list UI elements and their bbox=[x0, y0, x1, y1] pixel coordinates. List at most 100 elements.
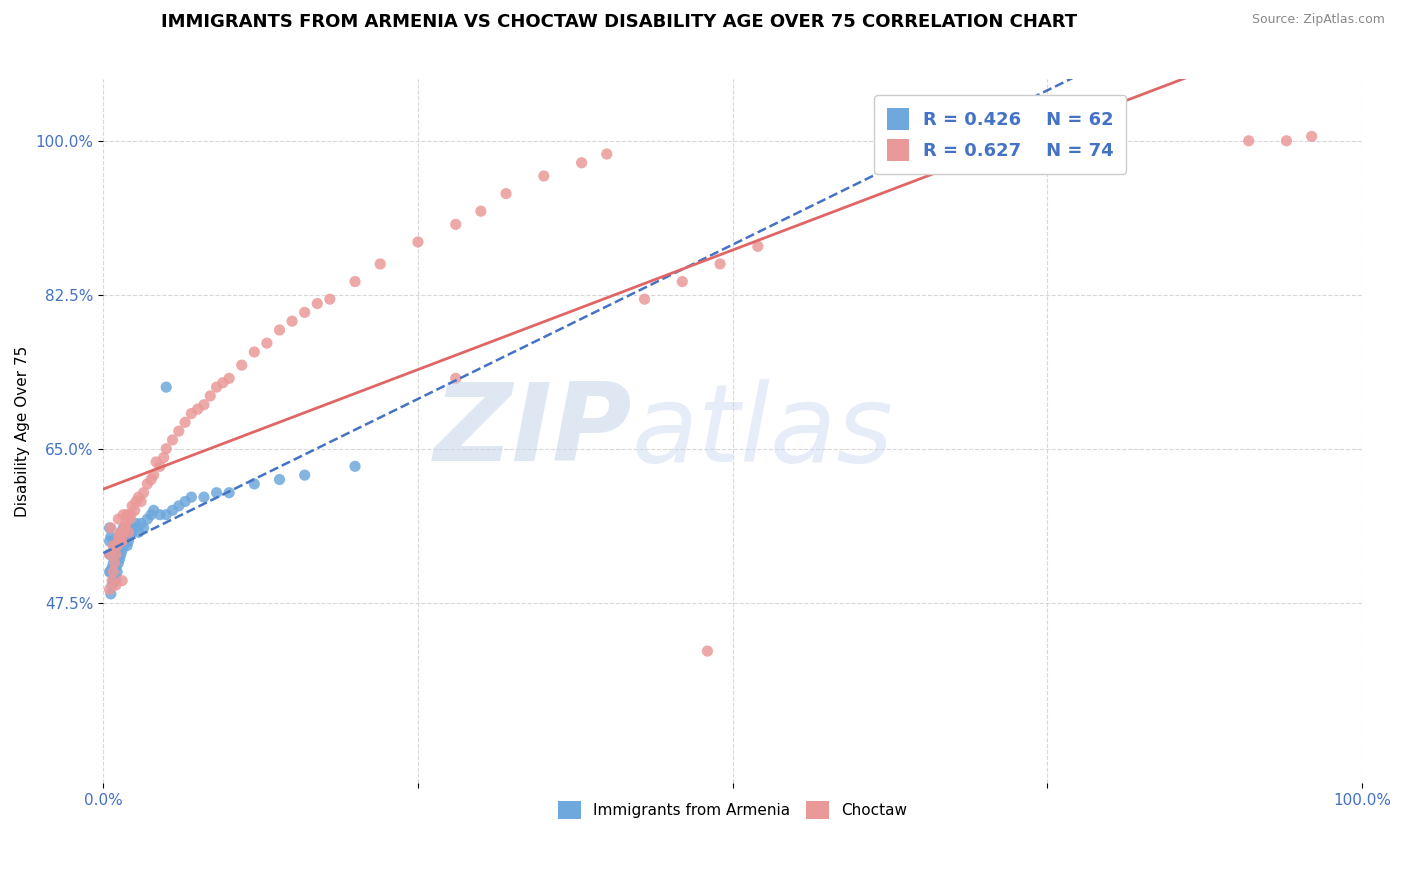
Point bbox=[128, 490, 150, 504]
Point bbox=[114, 534, 136, 549]
Point bbox=[180, 490, 202, 504]
Point bbox=[111, 525, 134, 540]
Point bbox=[117, 525, 139, 540]
Point bbox=[110, 525, 132, 540]
Point bbox=[155, 508, 177, 522]
Point bbox=[269, 473, 291, 487]
Point bbox=[139, 473, 162, 487]
Point bbox=[124, 503, 146, 517]
Point bbox=[167, 424, 190, 438]
Point bbox=[120, 508, 142, 522]
Point bbox=[104, 578, 127, 592]
Point bbox=[111, 542, 134, 557]
Point bbox=[294, 468, 316, 483]
Point bbox=[98, 521, 121, 535]
Point bbox=[115, 508, 138, 522]
Point bbox=[145, 455, 167, 469]
Point bbox=[120, 521, 142, 535]
Point bbox=[117, 508, 139, 522]
Point bbox=[205, 380, 228, 394]
Point bbox=[108, 534, 131, 549]
Point bbox=[104, 547, 127, 561]
Point bbox=[111, 534, 134, 549]
Point bbox=[124, 521, 146, 535]
Point bbox=[709, 257, 731, 271]
Point bbox=[269, 323, 291, 337]
Point bbox=[100, 587, 122, 601]
Point bbox=[107, 512, 129, 526]
Point bbox=[114, 521, 136, 535]
Point bbox=[105, 565, 128, 579]
Point bbox=[117, 534, 139, 549]
Point bbox=[115, 539, 138, 553]
Point bbox=[104, 532, 127, 546]
Point bbox=[115, 530, 138, 544]
Point bbox=[444, 371, 467, 385]
Point bbox=[167, 499, 190, 513]
Point bbox=[319, 292, 342, 306]
Point bbox=[1237, 134, 1260, 148]
Point bbox=[104, 556, 127, 570]
Point bbox=[136, 512, 159, 526]
Point bbox=[149, 508, 172, 522]
Point bbox=[243, 477, 266, 491]
Point bbox=[633, 292, 655, 306]
Point bbox=[105, 542, 128, 557]
Point bbox=[139, 508, 162, 522]
Point bbox=[129, 494, 152, 508]
Point bbox=[107, 534, 129, 549]
Point bbox=[243, 345, 266, 359]
Point bbox=[344, 275, 367, 289]
Point bbox=[112, 525, 135, 540]
Point bbox=[105, 539, 128, 553]
Point bbox=[121, 525, 143, 540]
Point bbox=[187, 402, 209, 417]
Point bbox=[533, 169, 555, 183]
Point bbox=[108, 530, 131, 544]
Point bbox=[104, 547, 127, 561]
Point bbox=[104, 574, 127, 588]
Text: atlas: atlas bbox=[631, 378, 894, 483]
Point bbox=[444, 218, 467, 232]
Point bbox=[132, 521, 155, 535]
Point bbox=[118, 512, 141, 526]
Point bbox=[98, 534, 121, 549]
Point bbox=[344, 459, 367, 474]
Point bbox=[115, 516, 138, 531]
Point bbox=[104, 569, 127, 583]
Point bbox=[495, 186, 517, 201]
Point bbox=[571, 156, 593, 170]
Point bbox=[128, 525, 150, 540]
Point bbox=[104, 534, 127, 549]
Point bbox=[103, 556, 125, 570]
Point bbox=[117, 521, 139, 535]
Point bbox=[152, 450, 174, 465]
Point bbox=[98, 547, 121, 561]
Point bbox=[112, 539, 135, 553]
Point bbox=[696, 644, 718, 658]
Point bbox=[180, 407, 202, 421]
Point bbox=[142, 468, 165, 483]
Point bbox=[101, 574, 124, 588]
Point bbox=[121, 499, 143, 513]
Point bbox=[162, 433, 184, 447]
Point bbox=[747, 239, 769, 253]
Text: ZIP: ZIP bbox=[433, 378, 631, 484]
Point bbox=[193, 398, 215, 412]
Point bbox=[100, 565, 122, 579]
Point bbox=[155, 380, 177, 394]
Text: IMMIGRANTS FROM ARMENIA VS CHOCTAW DISABILITY AGE OVER 75 CORRELATION CHART: IMMIGRANTS FROM ARMENIA VS CHOCTAW DISAB… bbox=[160, 13, 1077, 31]
Point bbox=[174, 415, 197, 429]
Point bbox=[100, 530, 122, 544]
Point bbox=[256, 336, 278, 351]
Point bbox=[107, 556, 129, 570]
Point bbox=[118, 525, 141, 540]
Point bbox=[231, 358, 253, 372]
Point bbox=[104, 560, 127, 574]
Point bbox=[98, 582, 121, 597]
Point bbox=[112, 508, 135, 522]
Point bbox=[149, 459, 172, 474]
Point bbox=[193, 490, 215, 504]
Point bbox=[136, 477, 159, 491]
Point bbox=[162, 503, 184, 517]
